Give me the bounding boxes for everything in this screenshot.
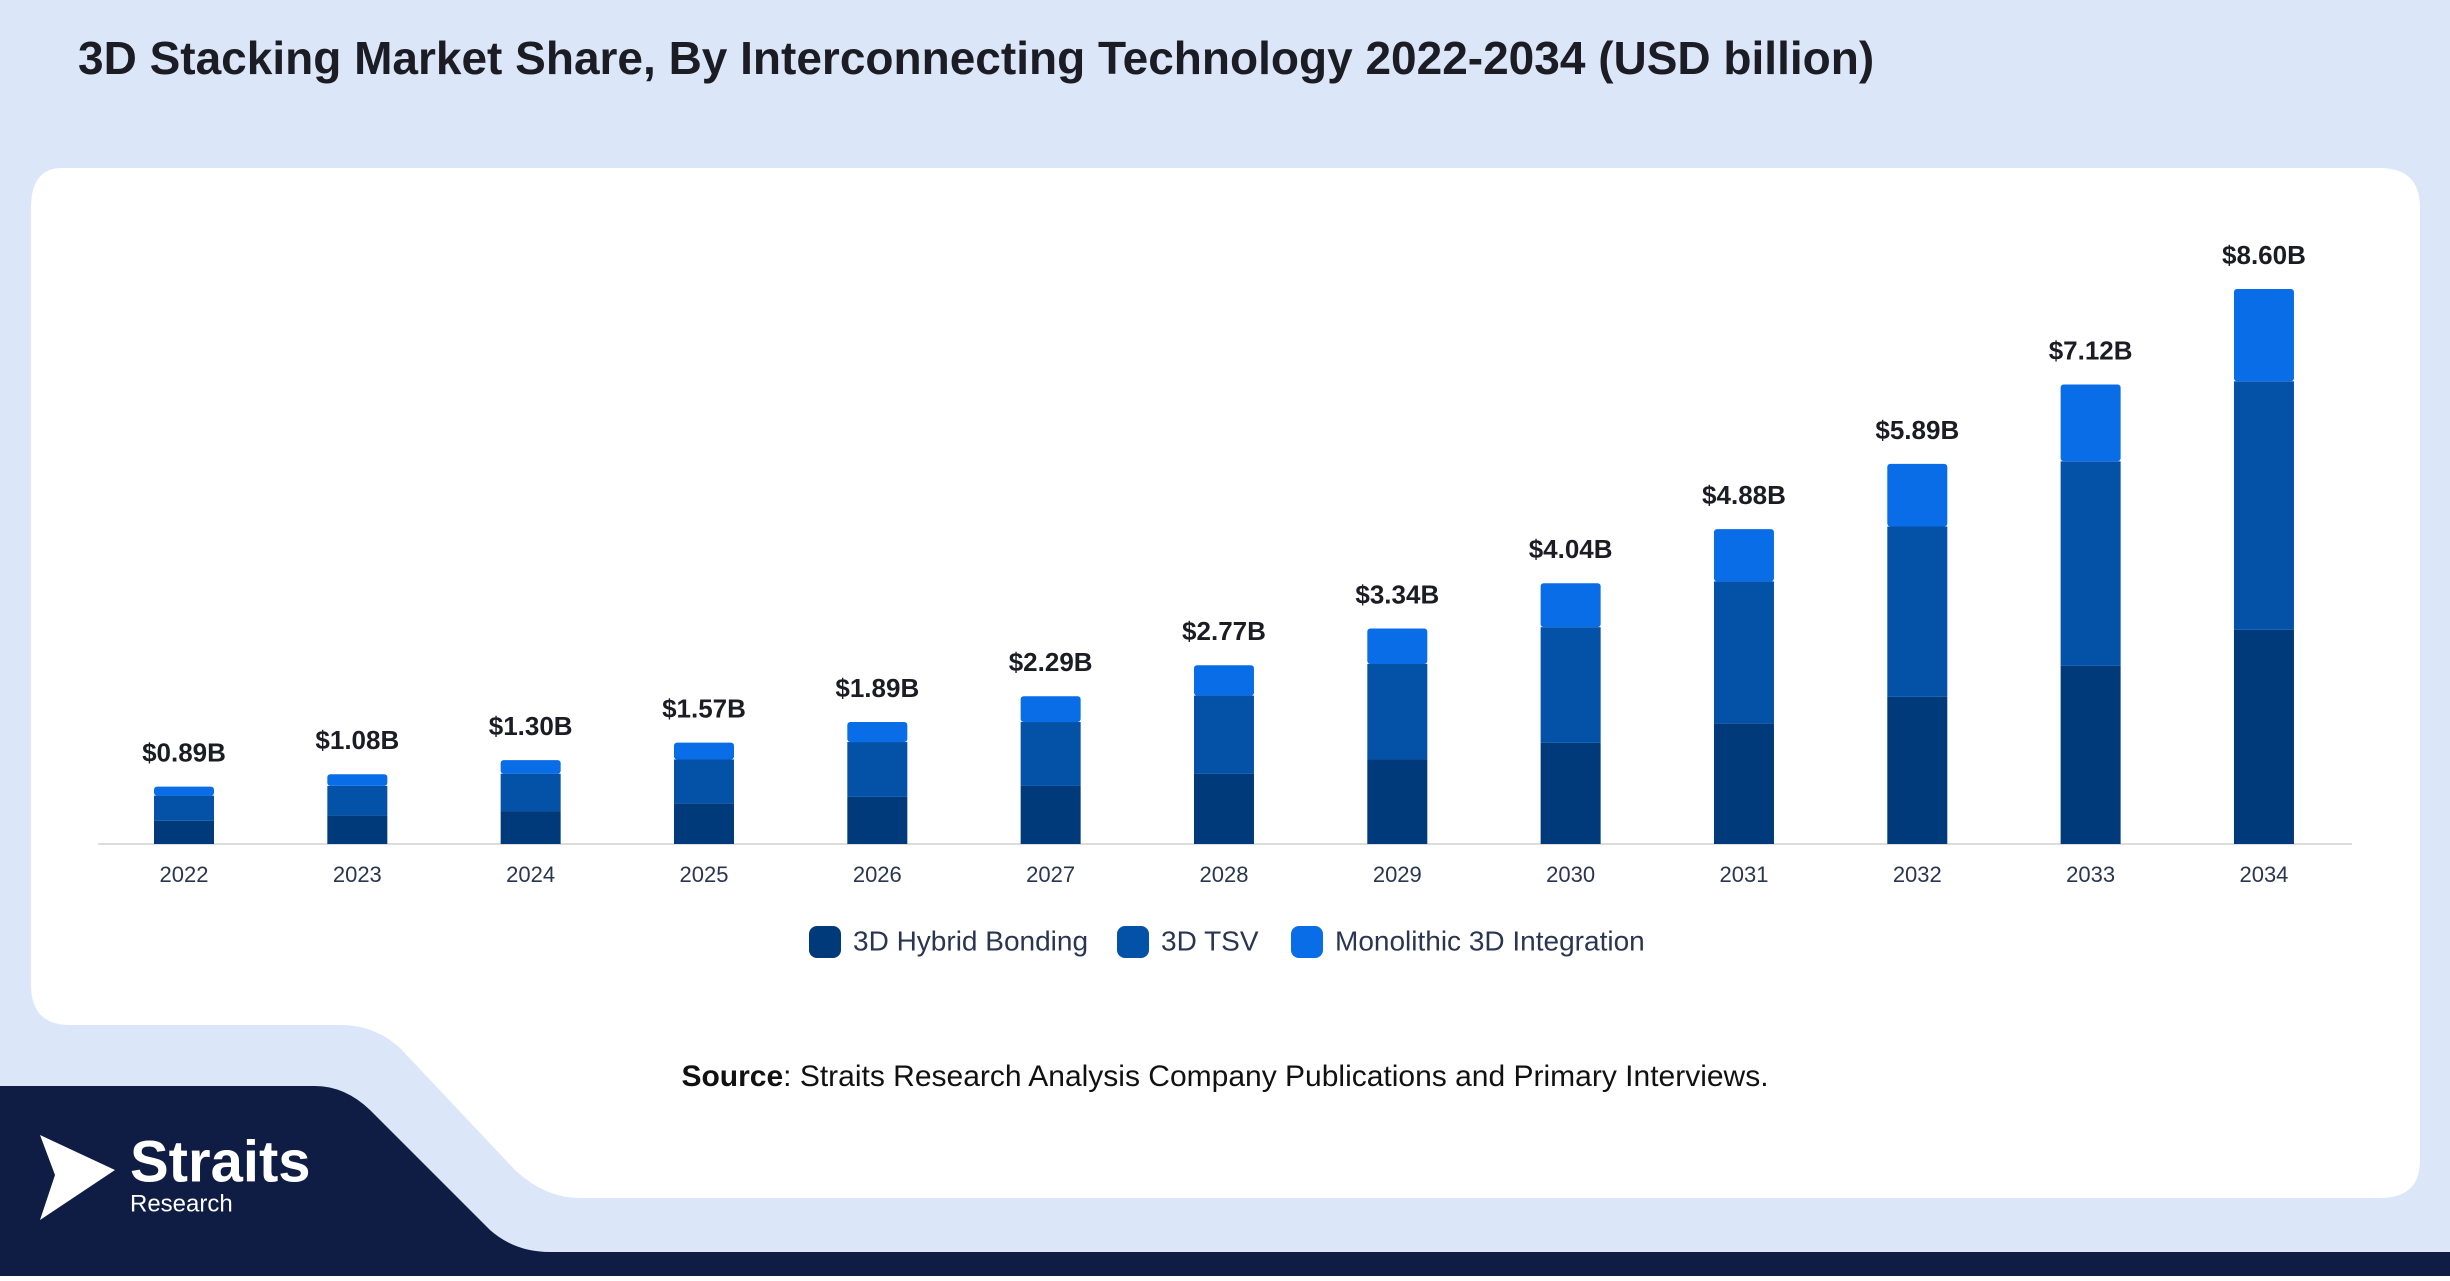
logo-tagline: Research [130, 1190, 233, 1217]
total-label: $4.04B [1529, 534, 1613, 564]
bar-segment [2060, 384, 2121, 462]
bar-segment [1540, 583, 1601, 628]
bar-segment [1193, 695, 1254, 774]
bar-segment [1887, 526, 1948, 697]
x-tick-label: 2025 [680, 862, 729, 887]
x-tick-label: 2031 [1719, 862, 1768, 887]
bar-segment [847, 796, 908, 844]
x-tick-label: 2028 [1200, 862, 1249, 887]
bar-segment [2060, 665, 2121, 844]
bar-segment [1193, 665, 1254, 696]
bar-segment [1367, 663, 1428, 760]
logo-name: Straits [130, 1129, 311, 1194]
total-label: $0.89B [142, 737, 226, 767]
bar-segment [154, 786, 214, 796]
x-tick-label: 2022 [160, 862, 209, 887]
logo-mark [40, 1135, 115, 1220]
total-label: $2.77B [1182, 616, 1266, 646]
source: Source: Straits Research Analysis Compan… [681, 1060, 1768, 1093]
bar-segment [1020, 785, 1081, 844]
bar-segment [327, 774, 388, 786]
bar-segment [1887, 696, 1948, 844]
source-text: : Straits Research Analysis Company Publ… [783, 1060, 1768, 1093]
legend-swatch [809, 926, 841, 958]
total-label: $8.60B [2222, 240, 2306, 270]
total-label: $7.12B [2049, 335, 2133, 365]
total-label: $1.57B [662, 694, 746, 724]
bar-segment [500, 773, 561, 812]
legend-label: 3D Hybrid Bonding [853, 925, 1088, 956]
bar-segment [1367, 759, 1428, 844]
bar-segment [1020, 696, 1081, 723]
bar-segment [673, 803, 734, 844]
bar-segment [1020, 722, 1081, 786]
bar-segment [847, 742, 908, 797]
bar-segment [1193, 773, 1254, 844]
x-tick-label: 2026 [853, 862, 902, 887]
legend-swatch [1291, 926, 1323, 958]
x-tick-label: 2023 [333, 862, 382, 887]
x-tick-label: 2032 [1893, 862, 1942, 887]
bar-segment [1713, 581, 1774, 724]
bar-segment [1887, 463, 1948, 527]
x-tick-label: 2027 [1026, 862, 1075, 887]
bar-segment [673, 742, 734, 760]
x-tick-label: 2034 [2239, 862, 2288, 887]
x-tick-label: 2024 [506, 862, 555, 887]
bar-segment [500, 760, 561, 774]
bar-segment [2233, 289, 2294, 382]
bar-segment [1540, 627, 1601, 743]
x-tick-label: 2033 [2066, 862, 2115, 887]
total-label: $1.30B [489, 711, 573, 741]
bar-segment [1713, 723, 1774, 844]
x-tick-label: 2029 [1373, 862, 1422, 887]
bar-segment [500, 811, 561, 844]
bar-segment [1540, 742, 1601, 844]
total-label: $2.29B [1009, 647, 1093, 677]
bar-segment [154, 820, 214, 844]
total-label: $4.88B [1702, 480, 1786, 510]
bar-segment [1713, 529, 1774, 582]
bar-segment [673, 759, 734, 804]
legend-label: 3D TSV [1161, 925, 1259, 956]
total-label: $5.89B [1875, 415, 1959, 445]
x-tick-label: 2030 [1546, 862, 1595, 887]
chart-title: 3D Stacking Market Share, By Interconnec… [78, 32, 1874, 84]
footer-band [0, 1086, 2450, 1276]
bar-segment [327, 785, 388, 816]
total-label: $1.08B [315, 725, 399, 755]
bar-segment [2060, 461, 2121, 666]
legend-label: Monolithic 3D Integration [1335, 925, 1645, 956]
bar-segment [1367, 628, 1428, 664]
bar-segment [2233, 381, 2294, 630]
bar-segment [154, 795, 214, 821]
bar-segment [2233, 629, 2294, 844]
source-label: Source [681, 1060, 783, 1093]
bar-segment [327, 815, 388, 844]
legend-swatch [1117, 926, 1149, 958]
total-label: $1.89B [835, 673, 919, 703]
bar-segment [847, 722, 908, 743]
total-label: $3.34B [1355, 579, 1439, 609]
